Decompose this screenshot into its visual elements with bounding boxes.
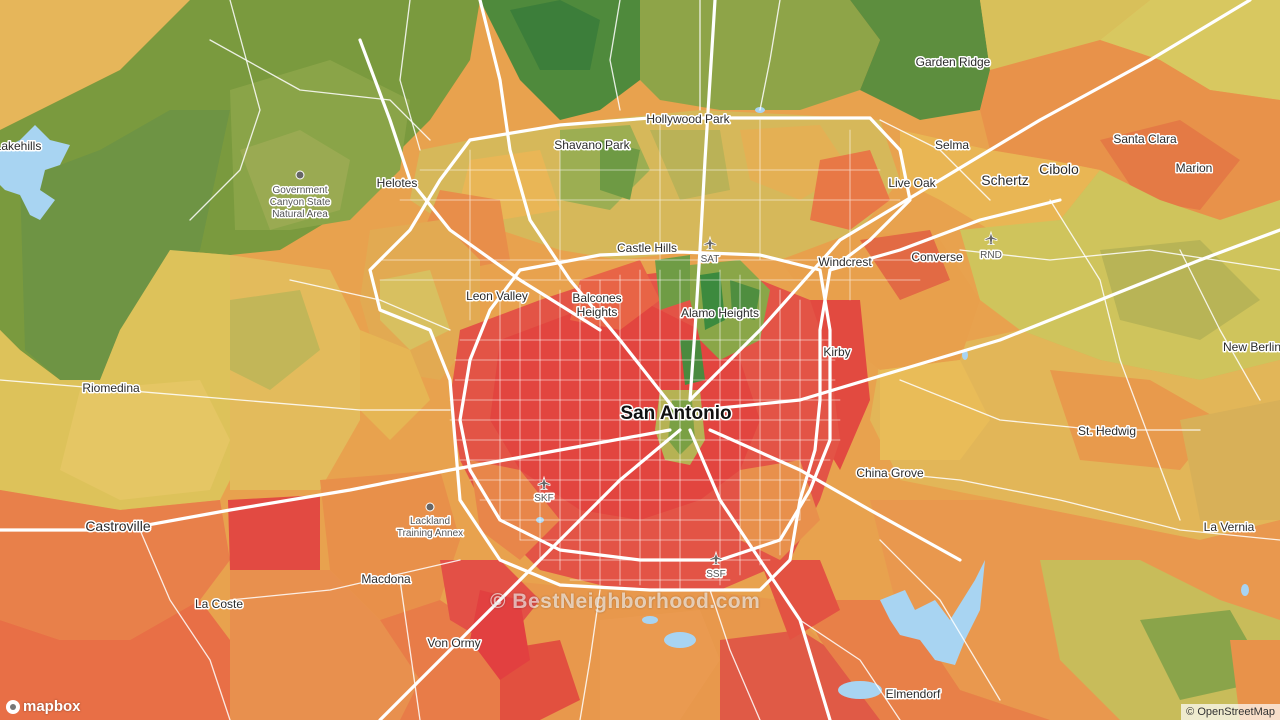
place-label-riomedina: Riomedina <box>82 381 140 395</box>
place-label-lakehills: Lakehills <box>0 139 41 153</box>
poi-label-lackland-1: Lackland <box>410 516 450 527</box>
place-label-castle-hills: Castle Hills <box>617 241 677 255</box>
place-label-elmendorf: Elmendorf <box>886 687 941 701</box>
poi-icons <box>295 170 435 512</box>
place-label-st-hedwig: St. Hedwig <box>1078 424 1136 438</box>
mapbox-logo-icon <box>6 699 20 714</box>
place-label-hollywood-park: Hollywood Park <box>646 112 730 126</box>
attribution-link[interactable]: © OpenStreetMap <box>1181 704 1280 720</box>
street-grid <box>379 119 921 591</box>
watermark: © BestNeighborhood.com <box>490 590 761 613</box>
place-label-schertz: Schertz <box>981 172 1028 188</box>
airport-icons <box>537 230 998 565</box>
place-label-la-coste: La Coste <box>195 597 243 611</box>
poi-label-gcsna-3: Natural Area <box>272 209 328 220</box>
airport-label-rnd: RND <box>980 250 1002 261</box>
place-label-marion: Marion <box>1176 161 1213 175</box>
airport-skf-icon <box>537 475 551 490</box>
place-label-la-vernia: La Vernia <box>1204 520 1255 534</box>
poi-label-gcsna-1: Government <box>272 185 327 196</box>
map-labels: San Antonio Lakehills Helotes Shavano Pa… <box>0 54 1280 703</box>
place-label-selma: Selma <box>935 138 969 152</box>
airport-rnd-icon <box>984 230 998 245</box>
park-pin-icon <box>295 170 305 180</box>
place-label-macdona: Macdona <box>361 572 411 586</box>
mapbox-logo-text: mapbox <box>23 698 81 715</box>
city-label-san-antonio: San Antonio <box>620 403 731 424</box>
place-label-new-berlin: New Berlin <box>1223 340 1280 354</box>
place-label-converse: Converse <box>911 250 963 264</box>
place-label-leon-valley: Leon Valley <box>466 289 528 303</box>
place-label-balcones-1: Balcones <box>572 291 621 305</box>
airport-label-ssf: SSF <box>706 569 725 580</box>
poi-label-gcsna-2: Canyon State <box>270 197 331 208</box>
airport-sat-icon <box>703 235 717 250</box>
place-label-kirby: Kirby <box>823 345 850 359</box>
place-label-von-ormy: Von Ormy <box>427 636 480 650</box>
place-label-alamo-heights: Alamo Heights <box>681 306 759 320</box>
airport-ssf-icon <box>709 550 723 565</box>
airport-label-sat: SAT <box>701 254 720 265</box>
poi-label-lackland-2: Training Annex <box>397 528 463 539</box>
airport-label-skf: SKF <box>534 493 553 504</box>
mapbox-logo[interactable]: mapbox <box>6 698 81 715</box>
base-pin-icon <box>425 502 435 512</box>
place-label-garden-ridge: Garden Ridge <box>916 55 991 69</box>
place-label-castroville: Castroville <box>85 518 151 534</box>
place-label-helotes: Helotes <box>377 176 418 190</box>
place-label-shavano-park: Shavano Park <box>554 138 630 152</box>
place-label-windcrest: Windcrest <box>818 255 872 269</box>
place-label-china-grove: China Grove <box>856 466 924 480</box>
place-label-santa-clara: Santa Clara <box>1113 132 1177 146</box>
place-label-live-oak: Live Oak <box>888 176 936 190</box>
place-label-cibolo: Cibolo <box>1039 161 1079 177</box>
place-label-balcones-2: Heights <box>577 305 618 319</box>
